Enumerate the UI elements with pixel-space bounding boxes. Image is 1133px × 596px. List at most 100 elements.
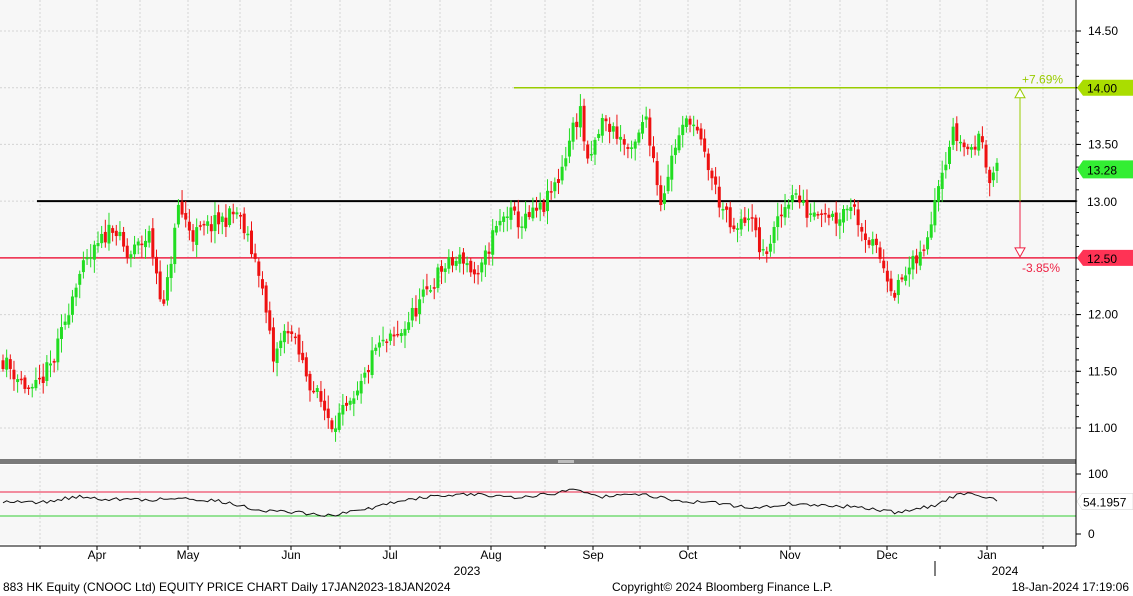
candle-body: [319, 391, 323, 402]
candle-body: [717, 186, 721, 208]
candle-body: [260, 279, 264, 289]
candle-body: [706, 153, 710, 171]
candle-body: [465, 263, 469, 266]
candle-body: [52, 360, 56, 363]
candle-body: [969, 147, 973, 150]
candle-body: [608, 123, 612, 132]
candle-body: [849, 207, 853, 211]
rsi-last-shape: [1076, 493, 1133, 510]
candle-body: [977, 133, 981, 151]
candle-body: [118, 231, 122, 237]
candle-body: [100, 233, 104, 244]
candle-body: [483, 250, 487, 265]
candle-body: [648, 117, 652, 146]
candle-body: [187, 221, 191, 231]
candle-body: [852, 204, 856, 207]
candle-body: [885, 270, 889, 282]
candle-body: [929, 224, 933, 238]
candle-body: [662, 193, 666, 204]
candle-body: [641, 122, 645, 134]
candle-body: [70, 296, 74, 315]
candle-body: [633, 141, 637, 149]
candle-body: [326, 408, 330, 419]
candle-body: [315, 388, 319, 392]
candle-body: [30, 386, 34, 389]
candle-body: [45, 362, 49, 381]
candle-body: [392, 334, 396, 337]
candle-body: [114, 230, 118, 237]
candle-body: [348, 400, 352, 405]
candle-body: [107, 224, 111, 244]
candle-body: [684, 118, 688, 128]
candle-body: [74, 287, 78, 298]
candle-body: [630, 147, 634, 149]
level-tag: 14.00: [1077, 79, 1133, 96]
candle-body: [399, 333, 403, 337]
down-percent-label: -3.85%: [1022, 261, 1060, 275]
candle-body: [692, 124, 696, 127]
y-axis: 11.00 11.50 12.00 12.50 13.00 13.50 14.00 14.50…: [1076, 24, 1133, 541]
candle-body: [505, 216, 509, 218]
candle-body: [89, 257, 93, 259]
candle-body: [838, 219, 842, 226]
candle-body: [937, 186, 941, 202]
candle-body: [553, 182, 557, 192]
candle-body: [96, 243, 100, 247]
y-tick-label: 13.50: [1088, 137, 1118, 151]
panel-divider-handle[interactable]: [558, 460, 574, 463]
candle-body: [377, 342, 381, 348]
candle-body: [301, 352, 305, 361]
candle-body: [133, 244, 137, 255]
candle-body: [425, 286, 429, 290]
candle-body: [92, 244, 96, 260]
candle-body: [173, 227, 177, 265]
candle-body: [355, 390, 359, 396]
candle-body: [513, 206, 517, 211]
candle-body: [556, 179, 560, 183]
candle-body: [958, 141, 962, 144]
candle-body: [5, 357, 9, 370]
candle-body: [38, 377, 42, 380]
candle-body: [600, 117, 604, 136]
footer-security-title: 883 HK Equity (CNOOC Ltd) EQUITY PRICE C…: [3, 580, 451, 594]
x-month-label: Apr: [88, 548, 107, 562]
panel-divider[interactable]: [0, 459, 1076, 464]
candle-body: [816, 214, 820, 216]
candle-body: [567, 140, 571, 157]
level-tag-shape: [1077, 249, 1133, 266]
x-month-label: Oct: [679, 548, 698, 562]
candle-body: [49, 363, 53, 366]
candle-body: [940, 172, 944, 189]
candle-body: [129, 254, 133, 258]
candle-body: [933, 200, 937, 226]
candle-body: [154, 256, 158, 274]
candle-body: [655, 161, 659, 186]
candle-body: [984, 144, 988, 168]
candle-body: [973, 146, 977, 150]
level-tag-label: 13.00: [1087, 195, 1117, 209]
candle-body: [644, 116, 648, 120]
candle-body: [293, 336, 297, 339]
down-arrow-head: [1014, 247, 1026, 258]
candle-body: [823, 212, 827, 215]
candle-body: [619, 136, 623, 140]
candle-body: [184, 213, 188, 220]
candle-body: [589, 153, 593, 156]
candle-body: [213, 215, 217, 232]
candle-body: [136, 241, 140, 246]
y-tick-label: 12.00: [1088, 308, 1118, 322]
candle-body: [882, 260, 886, 269]
y-tick-label: 11.00: [1088, 421, 1117, 435]
candle-body: [388, 333, 392, 341]
candle-body: [626, 147, 630, 149]
candle-body: [673, 147, 677, 156]
candle-body: [893, 292, 897, 298]
candle-body: [538, 202, 542, 210]
candle-body: [476, 272, 480, 275]
candle-body: [279, 340, 283, 349]
rsi-y-tick-label: 0: [1088, 527, 1095, 541]
x-month-label: Sep: [582, 548, 604, 562]
candle-body: [337, 412, 341, 430]
candle-body: [454, 260, 458, 266]
candle-body: [436, 267, 440, 288]
